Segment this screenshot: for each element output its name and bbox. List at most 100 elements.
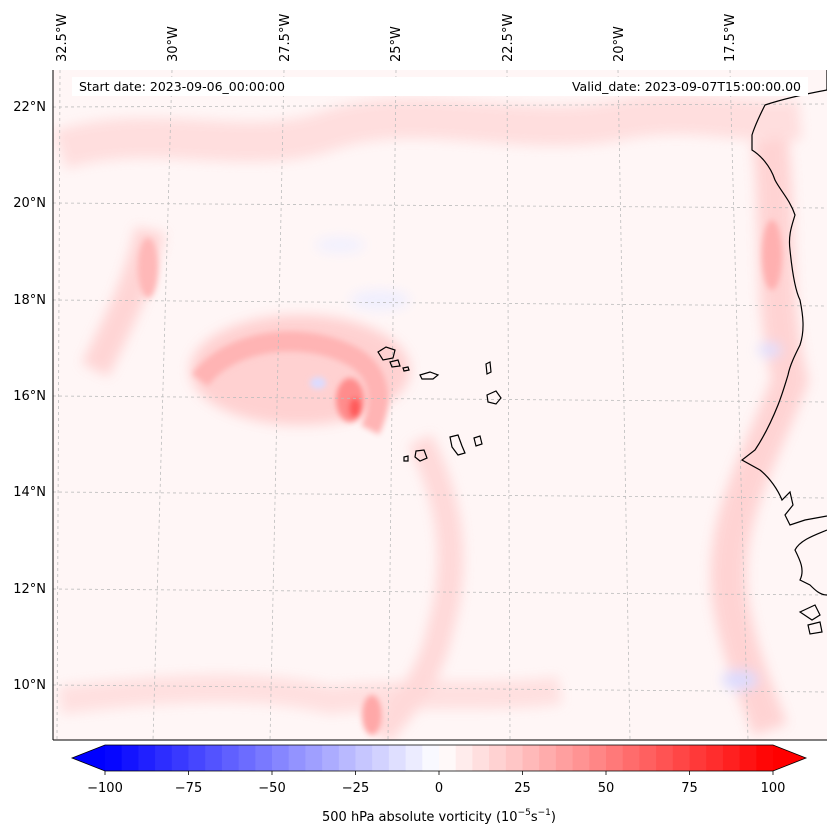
colorbar-cell xyxy=(472,745,490,771)
lon-label: 32.5°W xyxy=(55,14,70,62)
lat-label: 10°N xyxy=(13,678,46,693)
colorbar-tick-label: 25 xyxy=(514,781,531,796)
island-santiago xyxy=(449,434,466,456)
latitude-labels: 22°N 20°N 18°N 16°N 14°N 12°N 10°N xyxy=(13,100,46,693)
colorbar-cell xyxy=(722,745,741,771)
island-maio xyxy=(473,435,483,447)
colorbar-cell xyxy=(522,745,540,771)
negative-patch-a xyxy=(350,290,410,310)
lon-label: 22.5°W xyxy=(501,14,516,62)
colorbar-cell xyxy=(455,745,473,771)
colorbar-cell xyxy=(322,745,340,771)
colorbar-cell xyxy=(338,745,356,771)
lat-label: 20°N xyxy=(13,196,46,211)
lon-label: 20°W xyxy=(612,26,627,62)
vorticity-coast-max xyxy=(762,220,782,290)
colorbar-cell xyxy=(589,745,607,771)
colorbar-cell xyxy=(388,745,407,771)
colorbar-cell xyxy=(422,745,440,771)
colorbar-cell xyxy=(489,745,507,771)
colorbar-tick-label: −75 xyxy=(175,781,202,796)
colorbar-cell xyxy=(555,745,574,771)
colorbar-cell xyxy=(706,745,724,771)
colorbar-tick-label: 0 xyxy=(435,781,443,796)
colorbar-cell xyxy=(155,745,173,771)
colorbar-cell xyxy=(121,745,139,771)
colorbar-cell xyxy=(656,745,674,771)
vorticity-swirl-arc xyxy=(192,331,389,435)
island-santo-antao xyxy=(377,346,396,361)
vorticity-band-south xyxy=(58,674,563,715)
vorticity-band-central xyxy=(369,434,464,740)
negative-patch-d xyxy=(758,343,782,357)
island-fogo xyxy=(414,449,428,462)
colorbar-extend-min xyxy=(72,745,105,771)
colorbar-cell xyxy=(505,745,523,771)
vorticity-south-max xyxy=(362,695,382,735)
lon-label: 27.5°W xyxy=(278,14,293,62)
colorbar-cell xyxy=(689,745,707,771)
lon-label: 30°W xyxy=(166,26,181,62)
colorbar-title: 500 hPa absolute vorticity (10−5s−1) xyxy=(322,808,556,825)
colorbar-tick-label: 75 xyxy=(681,781,698,796)
colorbar-cell xyxy=(255,745,273,771)
island-sao-vicente xyxy=(389,359,401,368)
colorbar-tick-label: 100 xyxy=(761,781,786,796)
gridlines xyxy=(53,70,827,740)
africa-coast xyxy=(740,70,827,526)
colorbar-cell xyxy=(355,745,373,771)
colorbar-cell xyxy=(221,745,240,771)
colorbar-cell xyxy=(639,745,657,771)
island-sao-nicolau xyxy=(419,371,440,380)
colorbar-tick-label: −50 xyxy=(258,781,285,796)
colorbar-cell xyxy=(205,745,223,771)
lat-label: 22°N xyxy=(13,100,46,115)
vorticity-max-cv xyxy=(336,378,364,422)
colorbar-cell xyxy=(288,745,306,771)
colorbar-tick-label: −100 xyxy=(87,781,123,796)
lat-label: 12°N xyxy=(13,582,46,597)
colorbar-cell xyxy=(305,745,323,771)
lat-label: 14°N xyxy=(13,485,46,500)
longitude-labels: 32.5°W 30°W 27.5°W 25°W 22.5°W 20°W 17.5… xyxy=(55,14,738,62)
negative-patch-c xyxy=(722,670,758,690)
colorbar-cell xyxy=(606,745,624,771)
vorticity-core xyxy=(349,398,361,418)
colorbar-cell xyxy=(572,745,590,771)
colorbar-cells xyxy=(72,745,806,771)
vorticity-min-center xyxy=(310,377,326,389)
colorbar-cell xyxy=(105,745,123,771)
lon-label: 25°W xyxy=(389,26,404,62)
colorbar-cell xyxy=(171,745,189,771)
colorbar-cell xyxy=(756,745,774,771)
colorbar-ticks: −100 −75 −50 −25 0 25 50 75 100 xyxy=(87,771,785,796)
lon-label: 17.5°W xyxy=(723,14,738,62)
africa-coast-south xyxy=(794,529,827,596)
guinea-islands xyxy=(798,604,823,635)
colorbar-cell xyxy=(272,745,290,771)
colorbar-tick-label: 50 xyxy=(598,781,615,796)
island-boa-vista xyxy=(486,390,502,405)
vorticity-band-north xyxy=(53,94,802,170)
colorbar-cell xyxy=(405,745,423,771)
colorbar-cell xyxy=(138,745,156,771)
info-box xyxy=(72,77,808,96)
colorbar-cell xyxy=(539,745,557,771)
colorbar: −100 −75 −50 −25 0 25 50 75 100 500 hPa absolute… xyxy=(70,744,808,825)
vorticity-field xyxy=(53,94,809,740)
colorbar-cell xyxy=(672,745,690,771)
negative-patch-b xyxy=(315,237,365,253)
island-brava xyxy=(403,455,409,462)
start-date-label: Start date: 2023-09-06_00:00:00 xyxy=(79,79,285,94)
colorbar-cell xyxy=(372,745,390,771)
colorbar-cell xyxy=(439,745,457,771)
colorbar-tick-label: −25 xyxy=(342,781,369,796)
coastlines xyxy=(377,70,827,635)
vorticity-west-max xyxy=(138,238,158,298)
colorbar-cell xyxy=(739,745,757,771)
colorbar-cell xyxy=(188,745,206,771)
colorbar-cell xyxy=(238,745,256,771)
island-sal xyxy=(485,361,492,375)
lat-label: 18°N xyxy=(13,293,46,308)
island-santa-luzia xyxy=(402,366,410,372)
